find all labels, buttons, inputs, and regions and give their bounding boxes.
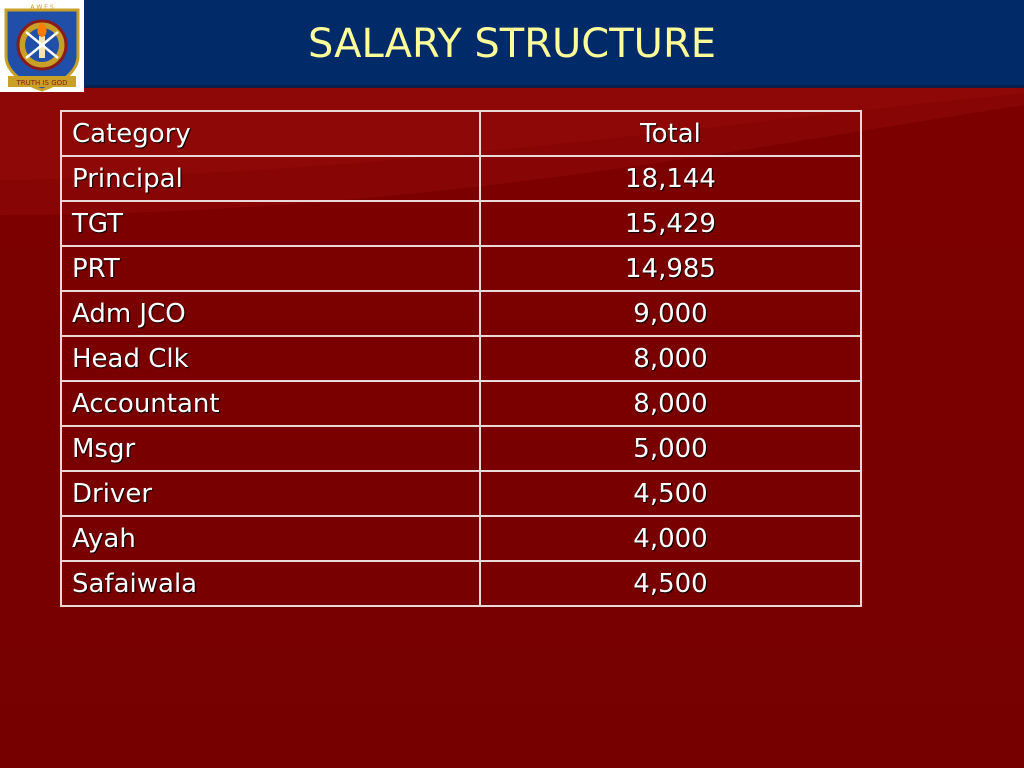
total-cell: 4,500 [479, 560, 862, 607]
table-row: Driver 4,500 [60, 470, 862, 517]
total-cell: 5,000 [479, 425, 862, 472]
salary-table-container: Category Total Principal 18,144 TGT 15,429 P… [60, 110, 862, 607]
table-row: Safaiwala 4,500 [60, 560, 862, 607]
salary-table: Category Total Principal 18,144 TGT 15,429 P… [60, 110, 862, 607]
table-row: Msgr 5,000 [60, 425, 862, 472]
category-cell: TGT [60, 200, 481, 247]
category-cell: Driver [60, 470, 481, 517]
total-cell: 4,500 [479, 470, 862, 517]
total-cell: 4,000 [479, 515, 862, 562]
category-cell: Head Clk [60, 335, 481, 382]
total-cell: 9,000 [479, 290, 862, 337]
header-total: Total [479, 110, 862, 157]
table-row: Accountant 8,000 [60, 380, 862, 427]
table-row: Principal 18,144 [60, 155, 862, 202]
awes-logo: TRUTH IS GOD A W E S [0, 0, 84, 92]
header-divider [0, 85, 1024, 88]
category-cell: Msgr [60, 425, 481, 472]
category-cell: PRT [60, 245, 481, 292]
table-header-row: Category Total [60, 110, 862, 157]
header-bar [0, 0, 1024, 85]
table-row: Ayah 4,000 [60, 515, 862, 562]
total-cell: 14,985 [479, 245, 862, 292]
slide-title: SALARY STRUCTURE [307, 21, 717, 67]
table-row: PRT 14,985 [60, 245, 862, 292]
total-cell: 18,144 [479, 155, 862, 202]
category-cell: Safaiwala [60, 560, 481, 607]
category-cell: Ayah [60, 515, 481, 562]
category-cell: Adm JCO [60, 290, 481, 337]
total-cell: 8,000 [479, 380, 862, 427]
awes-crest-icon: TRUTH IS GOD A W E S [4, 4, 80, 92]
logo-arc-text: A W E S [30, 4, 54, 11]
category-cell: Accountant [60, 380, 481, 427]
table-row: Adm JCO 9,000 [60, 290, 862, 337]
category-cell: Principal [60, 155, 481, 202]
table-row: TGT 15,429 [60, 200, 862, 247]
logo-motto: TRUTH IS GOD [15, 79, 67, 87]
total-cell: 15,429 [479, 200, 862, 247]
header-category: Category [60, 110, 481, 157]
table-row: Head Clk 8,000 [60, 335, 862, 382]
total-cell: 8,000 [479, 335, 862, 382]
